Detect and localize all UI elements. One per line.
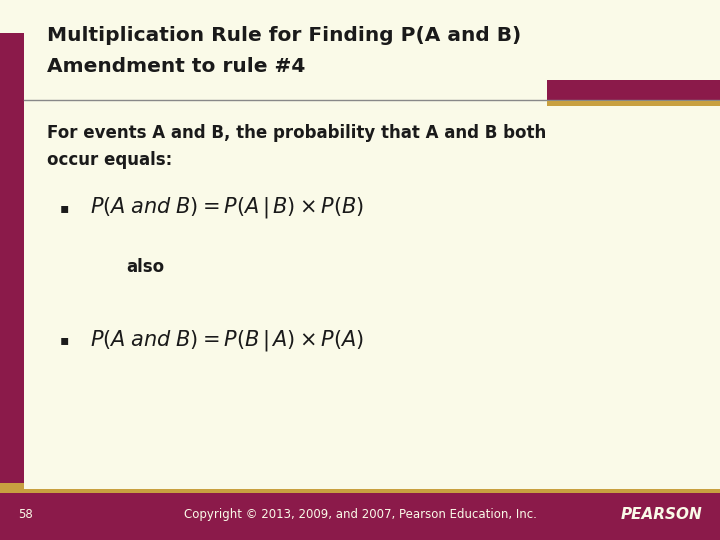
Text: $P(A\;\mathit{and}\;B) = P(A\,|\,B) \times P(B)$: $P(A\;\mathit{and}\;B) = P(A\,|\,B) \tim… xyxy=(90,195,364,220)
Text: Multiplication Rule for Finding P(A and B): Multiplication Rule for Finding P(A and … xyxy=(47,25,521,45)
Text: For events A and B, the probability that A and B both
occur equals:: For events A and B, the probability that… xyxy=(47,124,546,168)
Text: $P(A\;\mathit{and}\;B) = P(B\,|\,A) \times P(A)$: $P(A\;\mathit{and}\;B) = P(B\,|\,A) \tim… xyxy=(90,328,364,353)
Bar xyxy=(547,80,720,101)
Bar xyxy=(0,483,24,490)
Text: ▪: ▪ xyxy=(60,333,70,347)
Bar xyxy=(0,490,720,540)
Text: Copyright © 2013, 2009, and 2007, Pearson Education, Inc.: Copyright © 2013, 2009, and 2007, Pearso… xyxy=(184,508,536,522)
Bar xyxy=(547,101,720,106)
Text: also: also xyxy=(126,258,164,276)
Text: Amendment to rule #4: Amendment to rule #4 xyxy=(47,57,305,76)
Text: ▪: ▪ xyxy=(60,201,70,215)
Text: PEARSON: PEARSON xyxy=(620,508,702,522)
Bar xyxy=(0,33,24,490)
Bar xyxy=(0,489,720,493)
Text: 58: 58 xyxy=(18,508,32,522)
